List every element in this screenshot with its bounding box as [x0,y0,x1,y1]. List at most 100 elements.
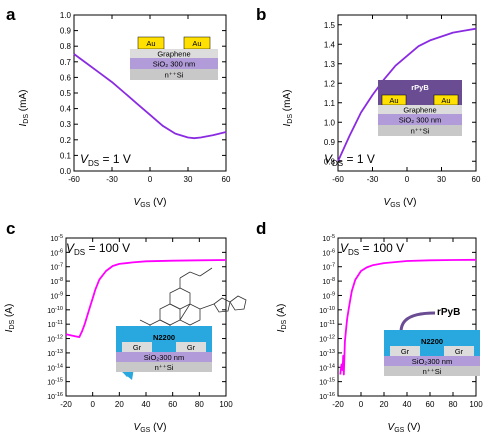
x-tick-label: -30 [106,175,118,184]
y-tick-label: 1.2 [324,79,336,88]
y-tick-label: 10-7 [322,263,335,272]
x-tick-label: 60 [426,400,435,409]
substrate-label: n⁺⁺Si [411,127,430,136]
x-tick-label: 0 [148,175,153,184]
x-tick-label: 30 [437,175,446,184]
vds-annotation: VDS = 100 V [66,241,130,257]
x-tick-label: 80 [195,400,204,409]
substrate-label: n⁺⁺Si [165,71,184,80]
y-axis-label: IDS (A) [4,304,16,333]
vds-annotation: VDS = 1 V [324,152,375,168]
y-tick-label: 10-6 [322,248,335,257]
x-tick-label: -20 [332,400,344,409]
y-tick-label: 10-8 [322,277,335,286]
y-tick-label: 10-12 [319,335,335,344]
oxide-label: SiO₂300 nm [144,353,184,362]
chart-b: b -60 -30 0 30 60 0.8 0.9 1.0 1.1 1.2 1.3 1.4 1.5 ID… [256,5,481,209]
chart-d: d -20 0 20 40 60 80 100 10-16 10-15 10-14 10-13 10-… [256,219,483,434]
gr-electrode-left [390,346,420,356]
y-tick-label: 1.0 [60,11,72,20]
gr-label-left: Gr [133,343,142,352]
graphene-label: Graphene [403,106,436,115]
y-tick-label: 10-5 [50,234,63,243]
y-tick-label: 10-16 [47,392,63,401]
series-line [339,258,477,376]
gr-label-right: Gr [455,347,464,356]
plot-area [65,259,227,338]
plot-area [337,27,477,162]
y-tick-label: 0.4 [60,105,72,114]
chart-c: c -20 0 20 40 60 80 100 10-16 10-15 10-14 10-13 10-… [4,219,247,434]
graphene-layer [130,49,218,58]
au-label-right: Au [441,96,450,105]
y-tick-label: 0.2 [60,136,72,145]
y-tick-label: 0.1 [60,151,72,160]
vds-annotation: VDS = 1 V [80,152,131,168]
device-schematic: N2200 Gr Gr SiO₂300 nm n⁺⁺Si [384,330,480,376]
y-tick-label: 10-15 [319,378,335,387]
y-tick-label: 10-13 [319,349,335,358]
substrate-label: n⁺⁺Si [423,367,442,376]
rpyb-layer [378,80,462,94]
device-schematic: rPyB Au Au Graphene SiO₂ 300 nm n⁺⁺Si [378,80,462,136]
y-tick-label: 10-9 [322,291,335,300]
substrate-layer [130,69,218,80]
rpyb-label: rPyB [437,307,460,318]
y-tick-label: 10-14 [319,363,335,372]
n2200-label: N2200 [153,333,175,342]
y-tick-label: 1.3 [324,60,336,69]
x-tick-label: 20 [115,400,124,409]
plot-area [73,53,227,140]
panel-letter: a [6,5,16,24]
oxide-label: SiO₂ 300 nm [399,116,442,125]
oxide-label: SiO₂ 300 nm [153,60,196,69]
series-line [73,53,227,140]
substrate-layer [116,362,212,372]
x-tick-label: 0 [405,175,410,184]
y-tick-label: 10-10 [47,306,63,315]
x-axis-label: VGS (V) [388,422,421,434]
x-tick-label: 60 [222,175,231,184]
series-line [65,259,227,338]
x-tick-label: 20 [380,400,389,409]
y-tick-label: 10-16 [319,392,335,401]
y-tick-label: 0.7 [60,58,72,67]
x-tick-label: 0 [359,400,364,409]
n2200-label: N2200 [421,337,443,346]
y-tick-label: 1.5 [324,21,336,30]
gr-label-left: Gr [401,347,410,356]
x-tick-label: -20 [60,400,72,409]
oxide-layer [378,114,462,125]
y-tick-label: 10-11 [320,320,335,329]
plot-area [339,258,477,376]
au-label-right: Au [192,39,201,48]
y-tick-label: 10-6 [50,248,63,257]
y-tick-label: 10-12 [47,335,63,344]
x-tick-label: -60 [332,175,344,184]
x-tick-label: 100 [469,400,483,409]
graphene-label: Graphene [157,50,190,59]
graphene-layer [378,105,462,114]
oxide-layer [384,356,480,366]
y-tick-label: 10-14 [47,363,63,372]
x-tick-label: 30 [184,175,193,184]
oxide-layer [116,352,212,362]
y-tick-label: 0.8 [60,42,72,51]
x-axis-label: VGS (V) [134,422,167,434]
x-tick-label: 40 [142,400,151,409]
y-tick-label: 1.0 [324,118,336,127]
y-tick-label: 10-7 [50,263,63,272]
substrate-label: n⁺⁺Si [155,363,174,372]
y-tick-label: 1.4 [324,40,336,49]
panel-letter: b [256,5,266,24]
y-tick-label: 0.5 [60,89,72,98]
x-tick-label: -30 [367,175,379,184]
y-axis-label: IDS (mA) [282,90,294,127]
panel-b: b -60 -30 0 30 60 0.8 0.9 1.0 1.1 1.2 1.3 1.4 1.5 ID… [250,0,500,218]
gr-electrode-right [176,342,206,352]
oxide-label: SiO₂300 nm [412,357,452,366]
vds-annotation: VDS = 100 V [340,241,404,257]
y-tick-label: 0.3 [60,120,72,129]
x-tick-label: 0 [90,400,95,409]
panel-letter: c [6,219,15,238]
